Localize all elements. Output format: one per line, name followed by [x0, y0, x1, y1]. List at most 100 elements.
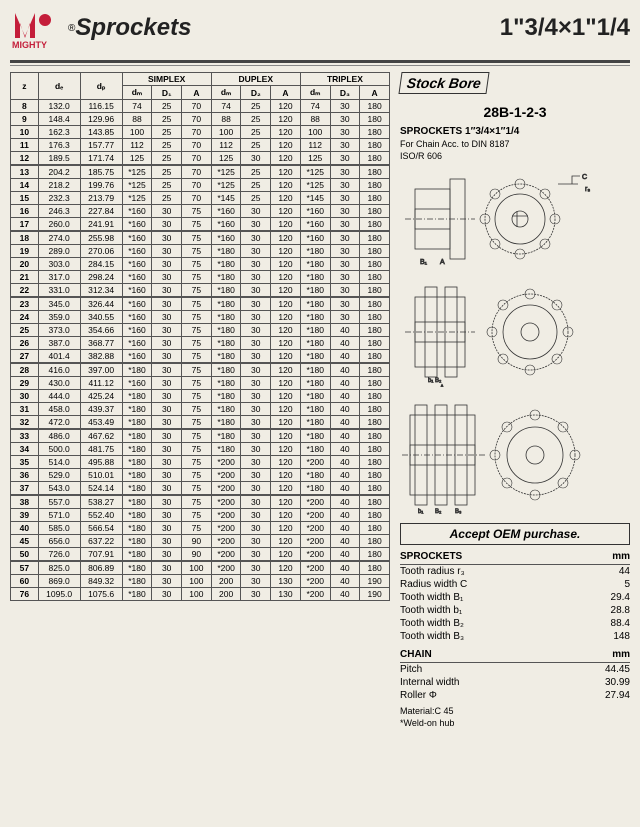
table-cell: 30 — [330, 205, 360, 218]
table-cell: *125 — [122, 165, 152, 179]
table-cell: *180 — [122, 495, 152, 509]
table-row: 25373.0354.66*1603075*18030120*18040180 — [11, 324, 390, 337]
table-cell: 180 — [360, 456, 390, 469]
table-cell: 30 — [241, 443, 271, 456]
table-row: 8132.0116.1574257074251207430180 — [11, 100, 390, 113]
table-cell: 825.0 — [38, 561, 80, 575]
table-cell: 180 — [360, 390, 390, 403]
table-cell: 180 — [360, 231, 390, 245]
table-cell: 75 — [182, 231, 212, 245]
table-row: 11176.3157.7711225701122512011230180 — [11, 139, 390, 152]
table-cell: 40 — [330, 482, 360, 496]
table-cell: 444.0 — [38, 390, 80, 403]
table-cell: 30 — [330, 231, 360, 245]
col-dm-1: dₘ — [122, 86, 152, 100]
table-cell: 100 — [122, 126, 152, 139]
table-row: 30444.0425.24*1803075*18030120*18040180 — [11, 390, 390, 403]
table-cell: 130 — [271, 588, 301, 601]
chain-hdr-label: CHAIN — [400, 649, 432, 660]
table-cell: 40 — [330, 548, 360, 562]
table-cell: *180 — [211, 390, 241, 403]
table-cell: 74 — [300, 100, 330, 113]
table-cell: 34 — [11, 443, 39, 456]
table-cell: 120 — [271, 231, 301, 245]
page-header: MIGHTY ® Sprockets 1"3/4×1"1/4 — [10, 8, 630, 52]
table-cell: *180 — [122, 429, 152, 443]
table-cell: *145 — [211, 192, 241, 205]
table-cell: 75 — [182, 495, 212, 509]
table-cell: 75 — [182, 297, 212, 311]
table-cell: 30 — [330, 218, 360, 232]
table-cell: *180 — [122, 456, 152, 469]
table-cell: 199.76 — [80, 179, 122, 192]
table-cell: 25 — [11, 324, 39, 337]
table-cell: 656.0 — [38, 535, 80, 548]
table-cell: *160 — [122, 311, 152, 324]
table-cell: *160 — [122, 205, 152, 218]
table-cell: 30 — [241, 469, 271, 482]
table-cell: *180 — [211, 258, 241, 271]
table-cell: 120 — [271, 165, 301, 179]
table-cell: *160 — [211, 218, 241, 232]
table-cell: 70 — [182, 139, 212, 152]
table-cell: 30 — [330, 113, 360, 126]
table-cell: 869.0 — [38, 575, 80, 588]
table-cell: *180 — [122, 575, 152, 588]
table-cell: 227.84 — [80, 205, 122, 218]
table-row: 27401.4382.88*1603075*18030120*18040180 — [11, 350, 390, 364]
table-cell: *160 — [122, 297, 152, 311]
table-cell: 726.0 — [38, 548, 80, 562]
table-row: 38557.0538.27*1803075*20030120*20040180 — [11, 495, 390, 509]
spec-row: Radius width C5 — [400, 578, 630, 591]
svg-text:B₁: B₁ — [420, 259, 428, 266]
svg-text:r₃: r₃ — [585, 186, 590, 193]
table-cell: 25 — [152, 126, 182, 139]
table-cell: 75 — [182, 403, 212, 416]
table-row: 37543.0524.14*1803075*20030120*18040180 — [11, 482, 390, 496]
table-cell: 75 — [182, 205, 212, 218]
spec-row: Tooth width B₃148 — [400, 630, 630, 643]
table-cell: 19 — [11, 245, 39, 258]
table-cell: 241.91 — [80, 218, 122, 232]
spec-label: Tooth radius r₃ — [400, 566, 465, 577]
table-cell: 23 — [11, 297, 39, 311]
table-cell: 312.34 — [80, 284, 122, 298]
table-cell: 30 — [152, 522, 182, 535]
table-cell: 88 — [300, 113, 330, 126]
table-cell: 75 — [182, 245, 212, 258]
table-cell: 120 — [271, 495, 301, 509]
table-cell: 30 — [330, 258, 360, 271]
table-cell: 180 — [360, 429, 390, 443]
table-cell: 180 — [360, 377, 390, 390]
col-d3: D₃ — [330, 86, 360, 100]
col-dp: dₚ — [80, 73, 122, 100]
svg-text:B₃: B₃ — [455, 509, 462, 515]
spec-value: 44 — [619, 566, 630, 577]
table-cell: 30 — [241, 245, 271, 258]
table-cell: 180 — [360, 126, 390, 139]
spec-value: 44.45 — [605, 664, 630, 675]
col-a-1: A — [182, 86, 212, 100]
table-cell: 30 — [241, 548, 271, 562]
spec-label: Tooth width B₃ — [400, 631, 464, 642]
table-cell: 25 — [241, 139, 271, 152]
table-cell: 14 — [11, 179, 39, 192]
table-row: 33486.0467.62*1803075*18030120*18040180 — [11, 429, 390, 443]
table-cell: 120 — [271, 139, 301, 152]
grp-duplex: DUPLEX — [211, 73, 300, 86]
table-cell: 120 — [271, 192, 301, 205]
table-row: 57825.0806.89*18030100*20030120*20040180 — [11, 561, 390, 575]
table-cell: 120 — [271, 324, 301, 337]
table-cell: *160 — [300, 231, 330, 245]
table-cell: 50 — [11, 548, 39, 562]
table-cell: 317.0 — [38, 271, 80, 284]
table-row: 40585.0566.54*1803075*20030120*20040180 — [11, 522, 390, 535]
table-cell: 40 — [330, 575, 360, 588]
table-cell: 37 — [11, 482, 39, 496]
table-cell: *160 — [122, 258, 152, 271]
spec-value: 5 — [624, 579, 630, 590]
table-cell: 30 — [152, 429, 182, 443]
table-cell: 30 — [241, 205, 271, 218]
table-cell: 75 — [182, 416, 212, 430]
table-row: 32472.0453.49*1803075*18030120*18040180 — [11, 416, 390, 430]
